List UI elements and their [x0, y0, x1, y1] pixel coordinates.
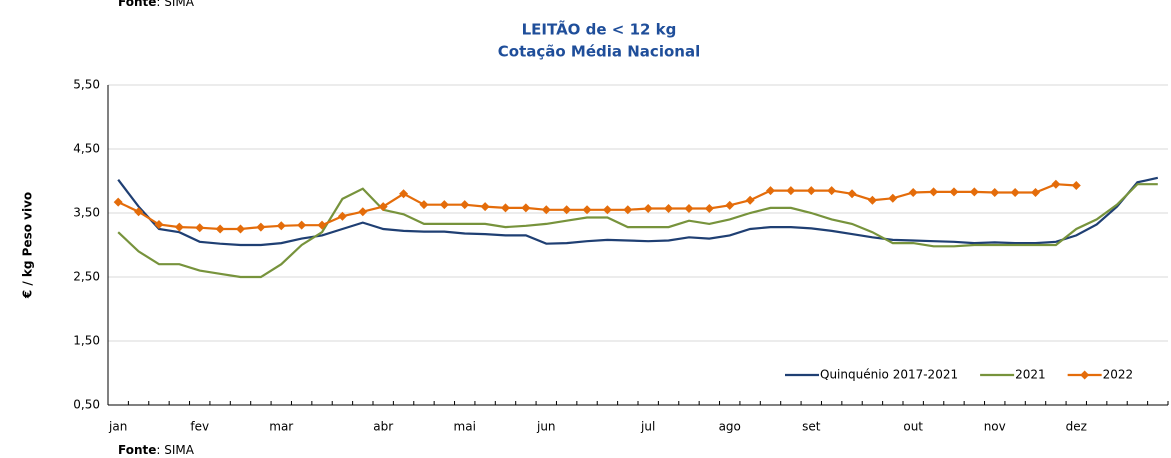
- marker: [704, 204, 714, 214]
- marker: [786, 186, 796, 196]
- marker: [745, 195, 755, 205]
- x-tick-label: jan: [108, 420, 127, 434]
- marker: [888, 193, 898, 203]
- x-tick-label: mar: [269, 420, 293, 434]
- marker: [867, 195, 877, 205]
- marker: [113, 197, 123, 207]
- y-tick-label: 5,50: [73, 78, 100, 92]
- chart-title: LEITÃO de < 12 kg: [522, 20, 677, 39]
- marker: [358, 207, 368, 217]
- marker: [317, 220, 327, 230]
- marker: [521, 203, 531, 213]
- marker: [847, 189, 857, 199]
- marker: [969, 187, 979, 197]
- x-tick-label: set: [802, 420, 821, 434]
- marker: [806, 186, 816, 196]
- legend-label: 2021: [1015, 368, 1046, 382]
- marker: [236, 224, 245, 234]
- marker: [480, 202, 490, 212]
- marker: [766, 186, 775, 196]
- marker: [460, 200, 470, 210]
- marker: [439, 200, 449, 210]
- marker: [582, 205, 592, 215]
- marker: [337, 211, 347, 221]
- marker: [623, 205, 633, 215]
- marker: [949, 187, 959, 197]
- legend-marker: [1080, 370, 1090, 380]
- marker: [378, 202, 388, 212]
- y-tick-label: 2,50: [73, 270, 100, 284]
- y-tick-label: 1,50: [73, 334, 100, 348]
- marker: [154, 220, 164, 230]
- marker: [684, 204, 694, 214]
- marker: [827, 186, 837, 196]
- legend: Quinquénio 2017-2021 2021 2022: [785, 368, 1133, 382]
- marker: [1031, 188, 1040, 198]
- marker: [501, 203, 510, 213]
- source-label: Fonte: [118, 0, 156, 9]
- x-tick-label: nov: [984, 420, 1006, 434]
- x-tick-label: ago: [719, 420, 741, 434]
- marker: [541, 205, 551, 215]
- marker: [990, 188, 1000, 198]
- y-tick-label: 3,50: [73, 206, 100, 220]
- x-tick-label: mai: [454, 420, 476, 434]
- marker: [562, 205, 572, 215]
- series-line: [117, 183, 1158, 279]
- legend-label: Quinquénio 2017-2021: [820, 368, 958, 382]
- marker: [1051, 179, 1061, 189]
- chart-subtitle: Cotação Média Nacional: [498, 43, 700, 61]
- x-tick-label: jul: [640, 420, 655, 434]
- source-top: Fonte: SIMA: [118, 0, 195, 9]
- y-tick-label: 0,50: [73, 398, 100, 412]
- marker: [664, 204, 674, 214]
- marker: [399, 189, 409, 199]
- marker: [174, 222, 184, 232]
- marker: [134, 207, 144, 217]
- marker: [908, 188, 918, 198]
- marker: [929, 187, 939, 197]
- marker: [256, 222, 266, 232]
- source-label: Fonte: [118, 443, 156, 457]
- x-tick-label: jun: [536, 420, 556, 434]
- source: Fonte: SIMA: [118, 443, 195, 457]
- x-tick-label: abr: [373, 420, 393, 434]
- x-tick-label: dez: [1066, 420, 1087, 434]
- marker: [725, 200, 735, 210]
- marker: [195, 223, 205, 233]
- marker: [1071, 180, 1081, 190]
- marker: [215, 224, 225, 234]
- source-text: : SIMA: [156, 0, 194, 9]
- marker: [643, 204, 653, 214]
- source-text: : SIMA: [156, 443, 194, 457]
- legend-label: 2022: [1103, 368, 1134, 382]
- x-tick-label: fev: [190, 420, 209, 434]
- marker: [602, 205, 612, 215]
- x-tick-label: out: [903, 420, 923, 434]
- marker: [297, 220, 307, 230]
- series-line: [117, 176, 1159, 247]
- y-axis-label: € / kg Peso vivo: [21, 192, 35, 299]
- marker: [419, 200, 429, 210]
- marker: [276, 221, 286, 231]
- marker: [1010, 188, 1020, 198]
- y-tick-label: 4,50: [73, 142, 100, 156]
